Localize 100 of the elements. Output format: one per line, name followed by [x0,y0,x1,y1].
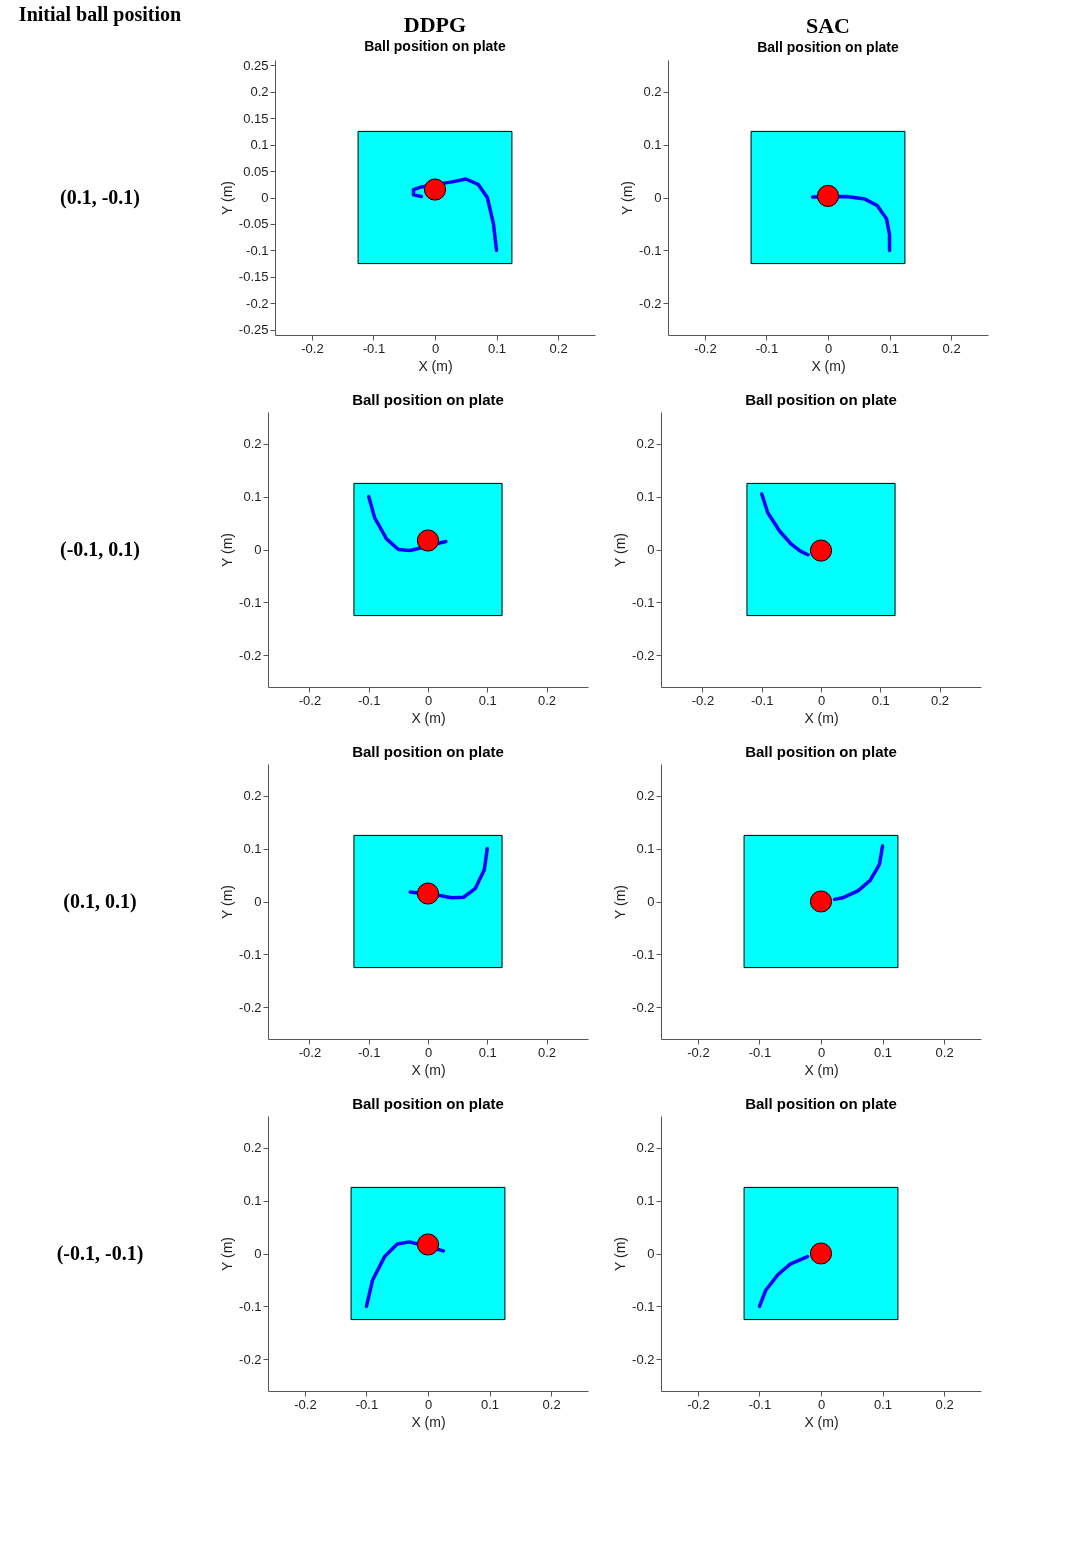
y-tick-label: 0 [254,894,262,909]
x-tick-label: 0.2 [537,1044,557,1060]
chart-title: Ball position on plate [352,1095,504,1112]
x-axis-title: X (m) [411,1061,446,1078]
y-tick-label: -0.1 [239,946,262,962]
y-tick-label: 0.1 [243,489,262,505]
x-tick-label: 0.1 [874,1044,893,1060]
y-tick-label: 0 [254,542,262,557]
y-tick-label: 0.1 [636,1193,655,1209]
x-tick-label: 0.1 [871,692,890,708]
x-tick-label: -0.1 [358,1044,381,1060]
y-tick-label: -0.1 [239,594,262,610]
y-axis-title: Y (m) [219,533,236,567]
x-tick-label: 0.2 [549,340,568,356]
chart-subtitle: Ball position on plate [757,39,899,55]
y-tick-label: -0.1 [632,946,655,962]
y-tick-label: -0.2 [239,647,262,663]
text: (0.1, 0.1) [63,889,137,913]
chart-title: Ball position on plate [352,743,504,760]
y-tick-label: -0.2 [639,295,662,311]
x-tick-label: -0.2 [691,692,715,708]
y-tick-label: -0.2 [246,295,269,311]
y-tick-label: 0 [654,190,662,205]
x-tick-label: -0.2 [298,692,322,708]
x-tick-label: -0.1 [748,1396,772,1412]
x-tick-label: -0.1 [751,692,774,708]
y-tick-label: 0.2 [243,436,262,452]
x-axis-title: X (m) [804,1413,839,1430]
line-series [411,177,499,253]
y-tick-label: 0 [254,1246,262,1261]
y-tick-label: 0 [647,894,655,909]
x-axis-title: X (m) [804,709,839,726]
x-tick-label: 0.1 [478,1044,497,1060]
line-series [364,1240,446,1309]
x-tick-label: 0.1 [488,340,507,356]
y-tick-label: -0.1 [632,1298,655,1314]
y-tick-label: -0.15 [238,269,269,285]
y-tick-label: 0.05 [243,163,269,179]
chart-title: Ball position on plate [352,391,504,408]
y-tick-label: -0.25 [238,322,269,338]
y-tick-label: -0.2 [632,647,655,663]
y-axis-title: Y (m) [619,181,636,215]
chart-title: DDPG [403,12,467,38]
line-series [366,494,448,553]
x-tick-label: 0 [431,340,440,356]
y-tick-label: -0.1 [639,242,662,258]
x-tick-label: 0.1 [478,692,497,708]
line-series [810,194,892,253]
y-axis-title: Y (m) [218,181,235,215]
y-tick-label: -0.2 [632,1351,655,1367]
y-tick-label: 0.2 [250,84,269,100]
x-tick-label: 0.2 [930,692,950,708]
x-tick-label: 0 [824,340,833,356]
y-tick-label: 0.25 [243,57,269,73]
y-tick-label: -0.1 [632,594,655,610]
x-tick-label: -0.1 [358,692,381,708]
x-tick-label: -0.2 [294,1396,317,1412]
y-tick-label: 0.1 [250,137,269,153]
y-tick-label: 0.2 [243,788,262,804]
y-tick-label: -0.1 [239,1298,262,1314]
y-tick-label: 0 [261,190,269,205]
y-tick-label: 0.2 [636,788,655,804]
y-tick-label: 0.2 [636,436,655,452]
y-tick-label: 0.2 [636,1140,655,1156]
text: (0.1, -0.1) [60,185,140,209]
x-axis-title: X (m) [804,1061,839,1078]
x-tick-label: 0 [817,1396,826,1412]
y-tick-label: 0.1 [643,137,662,153]
y-axis-title: Y (m) [612,533,629,567]
x-tick-label: 0.1 [881,340,900,356]
x-tick-label: 0 [424,692,433,708]
text: Initial ball position [18,3,182,26]
x-tick-label: -0.2 [301,340,324,356]
y-tick-label: 0.2 [643,84,662,100]
y-tick-label: -0.2 [239,999,262,1015]
x-tick-label: 0.2 [942,340,961,356]
y-tick-label: -0.1 [246,242,269,258]
x-axis-title: X (m) [418,357,453,374]
x-tick-label: 0 [424,1396,433,1412]
y-tick-label: -0.2 [632,999,655,1015]
chart-subtitle: Ball position on plate [364,38,506,55]
chart-title: SAC [805,13,851,38]
y-axis-title: Y (m) [612,885,629,919]
y-tick-label: -0.05 [238,216,269,232]
y-tick-label: 0.1 [636,489,655,505]
chart-title: Ball position on plate [745,743,897,760]
x-tick-label: -0.2 [687,1044,710,1060]
y-tick-label: 0.15 [243,110,269,126]
x-tick-label: -0.1 [748,1044,772,1060]
y-tick-label: 0.1 [636,841,655,857]
y-axis-title: Y (m) [219,885,236,919]
text: (-0.1, -0.1) [56,1241,144,1265]
y-tick-label: 0.1 [243,1193,262,1209]
x-tick-label: -0.2 [694,340,717,356]
x-tick-label: -0.1 [362,340,386,356]
x-axis-title: X (m) [811,357,846,374]
x-tick-label: 0 [817,692,826,708]
y-axis-title: Y (m) [219,1237,236,1271]
x-tick-label: 0.2 [537,692,557,708]
x-tick-label: 0 [817,1044,826,1060]
